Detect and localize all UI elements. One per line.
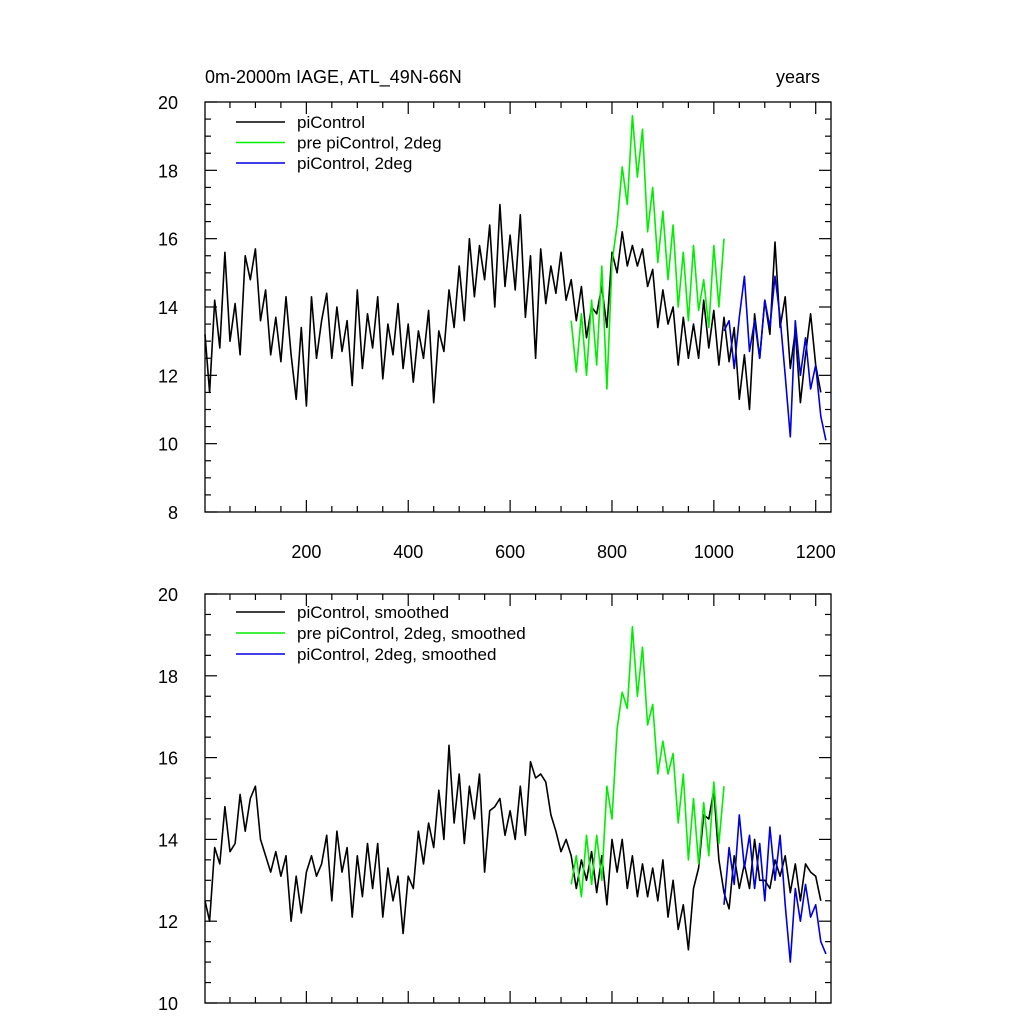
x-tick-label: 600 bbox=[495, 542, 525, 562]
y-tick-label: 8 bbox=[168, 503, 178, 523]
legend-label: piControl, 2deg, smoothed bbox=[297, 645, 496, 664]
x-tick-label: 1000 bbox=[694, 542, 734, 562]
legend-label: pre piControl, 2deg bbox=[297, 134, 442, 153]
x-tick-label: 800 bbox=[597, 542, 627, 562]
chart-title-left: 0m-2000m IAGE, ATL_49N-66N bbox=[205, 67, 462, 88]
x-tick-label: 400 bbox=[393, 542, 423, 562]
y-tick-label: 10 bbox=[158, 435, 178, 455]
bottom-panel: 10 12 14 16 18 20 piControl, smoothed pre piCon… bbox=[158, 585, 832, 1014]
x-tick-label: 200 bbox=[291, 542, 321, 562]
legend-label: piControl, 2deg bbox=[297, 154, 412, 173]
chart-title-right: years bbox=[776, 67, 820, 87]
top-panel: 8 10 12 14 16 18 20 200 400 600 800 1000 1200 piContr… bbox=[158, 93, 836, 562]
legend-label: piControl bbox=[297, 113, 365, 132]
y-tick-label: 14 bbox=[158, 298, 178, 318]
series-line-0-2 bbox=[723, 275, 827, 441]
legend: piControl, smoothed pre piControl, 2deg, … bbox=[236, 603, 526, 664]
y-tick-label: 20 bbox=[158, 93, 178, 113]
series-line-1-2 bbox=[723, 814, 827, 963]
y-tick-label: 12 bbox=[158, 366, 178, 386]
legend-label: piControl, smoothed bbox=[297, 603, 449, 622]
y-tick-label: 16 bbox=[158, 230, 178, 250]
y-tick-label: 10 bbox=[158, 994, 178, 1014]
y-tick-label: 14 bbox=[158, 830, 178, 850]
series-line-1-1 bbox=[570, 625, 725, 898]
y-tick-label: 12 bbox=[158, 912, 178, 932]
x-tick-label: 1200 bbox=[796, 542, 836, 562]
series-line-0-0 bbox=[204, 203, 822, 411]
series-line-1-0 bbox=[204, 744, 822, 951]
legend-label: pre piControl, 2deg, smoothed bbox=[297, 624, 526, 643]
y-tick-label: 18 bbox=[158, 161, 178, 181]
y-tick-label: 20 bbox=[158, 585, 178, 605]
y-tick-label: 18 bbox=[158, 667, 178, 687]
series-line-0-1 bbox=[570, 114, 725, 390]
y-tick-label: 16 bbox=[158, 749, 178, 769]
